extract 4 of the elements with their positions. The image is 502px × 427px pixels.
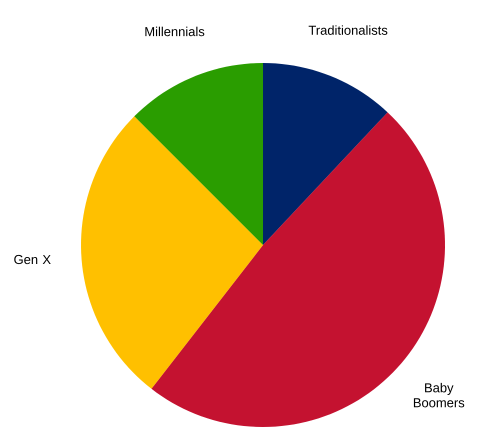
slice-label: Millennials bbox=[145, 26, 204, 36]
slice-label: Traditionalists bbox=[308, 25, 388, 35]
slice-label: Baby Boomers bbox=[414, 382, 464, 408]
slice-label: Gen X bbox=[14, 254, 51, 264]
